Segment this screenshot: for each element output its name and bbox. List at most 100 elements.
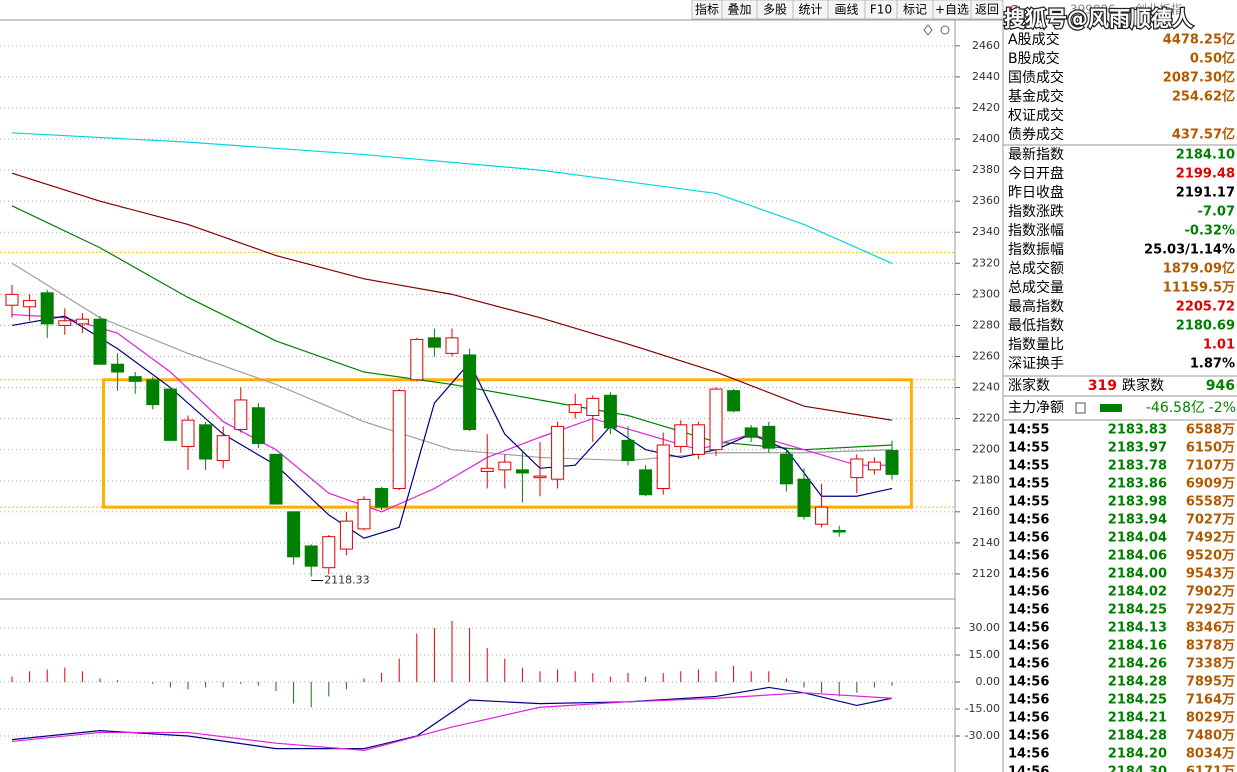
stat-value: 0.50亿: [1190, 51, 1235, 67]
tick-volume: 7492万: [1186, 531, 1235, 546]
toolbar-label[interactable]: 指标: [695, 2, 719, 17]
stat-value: 1879.09亿: [1163, 261, 1235, 277]
y-tick-label: 2300: [972, 287, 1000, 300]
candle-body: [815, 506, 829, 525]
candle-body: [568, 404, 582, 413]
y-tick-label: 2200: [972, 443, 1000, 456]
icon-diamond[interactable]: [923, 24, 933, 36]
candle-body: [234, 399, 248, 430]
tick-time: 14:55: [1008, 459, 1049, 474]
y-tick-label: 2400: [972, 132, 1000, 145]
stat-label: 今日开盘: [1008, 165, 1064, 182]
tick-price: 2184.25: [1108, 603, 1167, 618]
tick-price: 2183.98: [1108, 495, 1167, 510]
toolbar-label[interactable]: +自选: [935, 3, 969, 17]
tick-price: 2183.78: [1108, 459, 1167, 474]
candle-body: [339, 520, 353, 550]
stat-value: -0.32%: [1185, 224, 1236, 239]
stat-label: 指数量比: [1008, 337, 1064, 353]
candle-body: [498, 461, 512, 471]
candle-body: [23, 300, 37, 308]
stat-label: 指数涨幅: [1008, 223, 1064, 239]
y-tick-label: 30.00: [969, 621, 1001, 634]
ma-line: [11, 205, 893, 451]
candle-body: [515, 469, 529, 474]
toolbar-label[interactable]: 标记: [903, 3, 927, 17]
candle-body: [797, 478, 811, 517]
tick-time: 14:56: [1008, 639, 1049, 654]
tick-volume: 7027万: [1186, 513, 1235, 528]
flow-value: -46.58亿: [1146, 400, 1205, 416]
tick-volume: 6909万: [1186, 477, 1235, 492]
y-tick-label: 2160: [972, 505, 1000, 518]
stat-value: 437.57亿: [1172, 127, 1235, 143]
candle-body: [832, 529, 846, 533]
tick-volume: 8029万: [1186, 711, 1235, 726]
stat-value: 254.62亿: [1172, 89, 1235, 105]
stat-value: 11159.5万: [1163, 281, 1235, 296]
annotation-label: 2118.33: [324, 574, 370, 587]
candle-body: [216, 435, 230, 462]
ma-line: [11, 172, 893, 421]
candle-body: [533, 475, 547, 479]
y-tick-label: 15.00: [969, 648, 1001, 661]
tick-time: 14:56: [1008, 585, 1049, 600]
flow-icon[interactable]: [1075, 402, 1086, 414]
flow-pct: -2%: [1209, 400, 1236, 416]
tick-time: 14:56: [1008, 765, 1049, 772]
y-tick-label: 2440: [972, 70, 1000, 83]
y-tick-label: 0.00: [976, 675, 1001, 688]
tick-time: 14:56: [1008, 675, 1049, 690]
flow-label: 主力净额: [1008, 400, 1064, 416]
y-tick-label: 2320: [972, 256, 1000, 269]
tick-volume: 8034万: [1186, 747, 1235, 762]
tick-volume: 9543万: [1186, 567, 1235, 582]
tick-volume: 7902万: [1186, 585, 1235, 600]
index-name: 创业板指: [1135, 2, 1183, 17]
toolbar-label[interactable]: 多股: [763, 3, 787, 17]
tick-time: 14:56: [1008, 567, 1049, 582]
stat-value: 25.03/1.14%: [1144, 243, 1235, 258]
tick-time: 14:55: [1008, 477, 1049, 492]
toolbar-label[interactable]: 统计: [798, 3, 822, 17]
stat-label: 权证成交: [1008, 107, 1064, 124]
tick-price: 2184.28: [1108, 675, 1167, 690]
toolbar-label[interactable]: 叠加: [727, 3, 751, 17]
toolbar-label[interactable]: 画线: [834, 3, 858, 17]
tick-price: 2184.06: [1108, 549, 1167, 564]
candle-body: [445, 337, 459, 354]
stat-label: B股成交: [1008, 50, 1060, 67]
tick-time: 14:56: [1008, 729, 1049, 744]
stat-label: 国债成交: [1008, 69, 1064, 86]
y-tick-label: 2120: [972, 567, 1000, 580]
y-tick-label: 2360: [972, 194, 1000, 207]
stat-label: 指数振幅: [1008, 242, 1064, 258]
toolbar-label[interactable]: F10: [870, 3, 892, 17]
stat-label: 最高指数: [1008, 298, 1064, 315]
stat-label: 指数涨跌: [1008, 204, 1064, 220]
stat-label: 昨日收盘: [1008, 184, 1064, 201]
y-tick-label: 2260: [972, 349, 1000, 362]
tick-time: 14:56: [1008, 513, 1049, 528]
candle-body: [885, 449, 899, 475]
stat-value: 4478.25亿: [1163, 32, 1235, 48]
icon-circle[interactable]: [940, 25, 950, 35]
toolbar-label[interactable]: 返回: [975, 3, 999, 17]
candle-body: [551, 425, 565, 480]
y-tick-label: -15.00: [965, 702, 1000, 715]
flag: G: [1010, 3, 1019, 16]
toolbar-button[interactable]: [970, 0, 1004, 20]
tick-price: 2184.25: [1108, 693, 1167, 708]
up-label: 涨家数: [1008, 377, 1050, 394]
candle-body: [111, 363, 125, 373]
candle-body: [163, 388, 177, 441]
tick-time: 14:56: [1008, 747, 1049, 762]
candle-body: [744, 427, 758, 438]
candle-body: [762, 425, 776, 449]
tick-time: 14:56: [1008, 693, 1049, 708]
candle-body: [40, 292, 54, 325]
y-tick-label: 2280: [972, 318, 1000, 331]
tick-volume: 6171万: [1186, 765, 1235, 772]
stat-value: 2087.30亿: [1163, 70, 1235, 86]
